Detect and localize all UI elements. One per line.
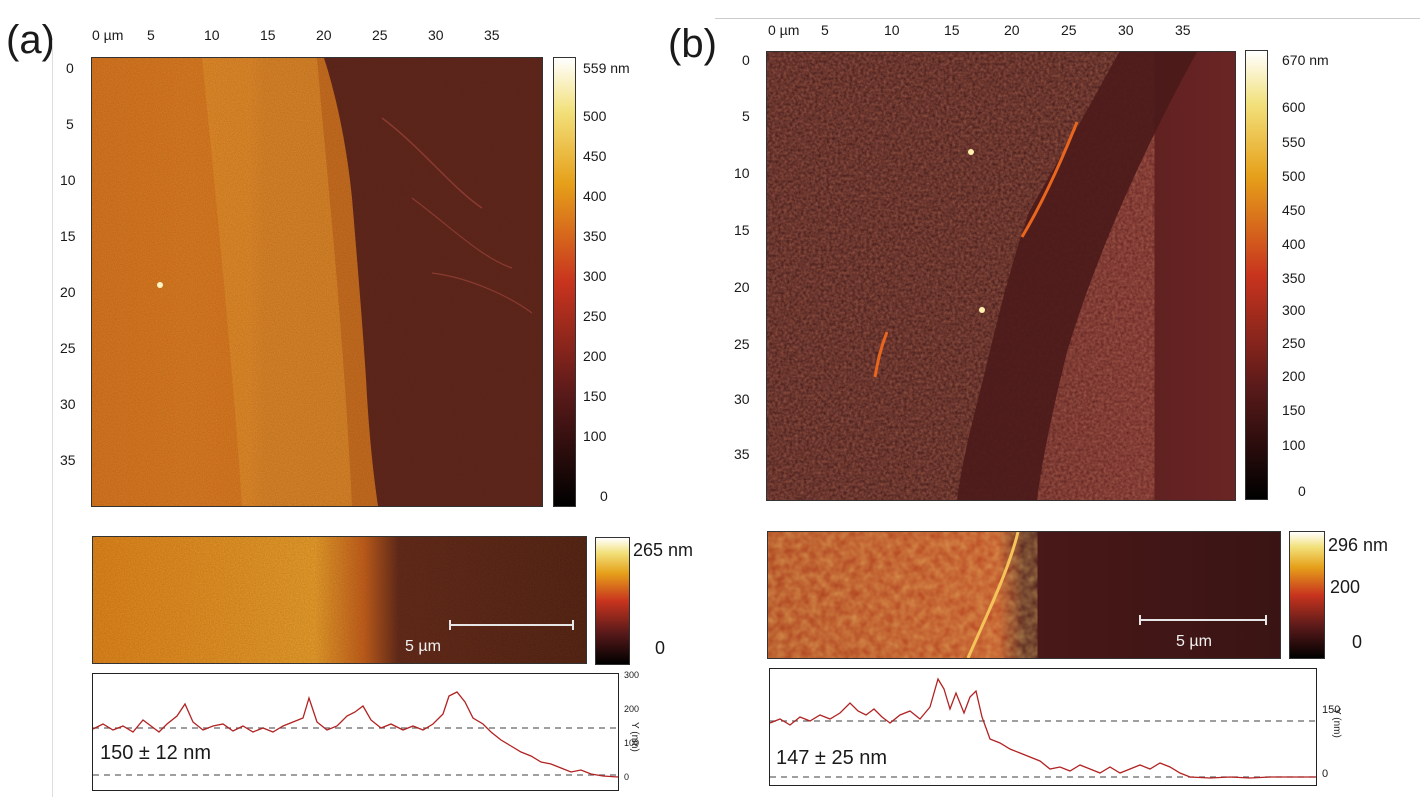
x-tick: 20 (1004, 22, 1020, 38)
profile-right-tick: 100 (624, 738, 640, 748)
x-tick: 15 (944, 22, 960, 38)
x-tick: 25 (372, 27, 388, 43)
colorbar-tick: 100 (583, 428, 607, 444)
colorbar-tick: 250 (1282, 335, 1306, 351)
colorbar-tick: 200 (1282, 368, 1306, 384)
panel-a-colorbar (553, 57, 576, 507)
y-tick: 10 (60, 172, 76, 188)
profile-line (93, 691, 618, 778)
panel-a-left-border (52, 40, 53, 797)
y-tick: 20 (60, 284, 76, 300)
panel-b-letter: (b) (668, 22, 717, 66)
y-tick: 5 (66, 116, 74, 132)
insert-colorbar-max: 296 nm (1328, 535, 1389, 555)
panel-b-insert-colorbar (1289, 531, 1325, 659)
y-tick: 0 (66, 60, 74, 76)
y-tick: 0 (742, 52, 750, 68)
colorbar-tick: 450 (583, 148, 607, 164)
colorbar-tick: 200 (583, 348, 607, 364)
x-tick: 20 (316, 27, 332, 43)
colorbar-tick: 150 (583, 388, 607, 404)
y-tick: 15 (60, 228, 76, 244)
colorbar-tick: 500 (583, 108, 607, 124)
panel-a-letter: (a) (6, 18, 55, 62)
y-tick: 25 (734, 336, 750, 352)
insert-colorbar-max: 265 nm (633, 540, 694, 560)
profile-axis-label: Y (nm) (1331, 708, 1342, 738)
colorbar-tick: 350 (1282, 270, 1306, 286)
x-tick: 10 (204, 27, 220, 43)
colorbar-tick: 600 (1282, 99, 1306, 115)
colorbar-tick: 450 (1282, 202, 1306, 218)
insert-colorbar-mid: 200 (1330, 577, 1361, 597)
panel-a-height-profile (92, 673, 619, 791)
x-tick: 30 (1118, 22, 1134, 38)
profile-right-tick: 150 (1322, 704, 1341, 716)
x-tick: 5 (147, 27, 155, 43)
profile-right-tick: 0 (1322, 768, 1329, 780)
y-tick: 35 (734, 446, 750, 462)
panel-a-insert-colorbar (595, 537, 630, 665)
panel-b-top-border (715, 18, 1420, 19)
y-tick: 30 (60, 396, 76, 412)
colorbar-tick: 0 (600, 488, 608, 504)
x-tick: 5 (821, 22, 829, 38)
panel-a-thickness: 150 ± 12 nm (100, 742, 212, 764)
colorbar-tick: 550 (1282, 134, 1306, 150)
panel-b-afm-height-map (766, 51, 1236, 501)
panel-a-afm-height-map (91, 57, 543, 507)
y-tick: 35 (60, 452, 76, 468)
x-tick: 30 (428, 27, 444, 43)
y-tick: 20 (734, 279, 750, 295)
panel-a-scalebar-label: 5 µm (405, 638, 441, 655)
x-tick: 15 (260, 27, 276, 43)
insert-colorbar-min: 0 (655, 638, 666, 658)
insert-colorbar-min: 0 (1352, 632, 1363, 652)
panel-b-height-profile (769, 668, 1317, 786)
panel-b-scalebar-label: 5 µm (1176, 633, 1212, 650)
y-tick: 15 (734, 222, 750, 238)
x-tick: 25 (1061, 22, 1077, 38)
colorbar-tick: 500 (1282, 168, 1306, 184)
colorbar-tick: 0 (1298, 483, 1306, 499)
profile-right-tick: 0 (624, 772, 630, 782)
colorbar-tick: 670 nm (1282, 52, 1329, 68)
y-tick: 10 (734, 165, 750, 181)
x-tick: 0 µm (92, 27, 124, 43)
profile-axis-label: Y (nm) (629, 722, 640, 752)
colorbar-tick: 300 (583, 268, 607, 284)
x-tick: 0 µm (768, 22, 800, 38)
y-tick: 5 (742, 108, 750, 124)
colorbar-tick: 350 (583, 228, 607, 244)
y-tick: 30 (734, 391, 750, 407)
colorbar-tick: 300 (1282, 302, 1306, 318)
x-tick: 35 (484, 27, 500, 43)
colorbar-tick: 150 (1282, 402, 1306, 418)
colorbar-tick: 250 (583, 308, 607, 324)
colorbar-tick: 400 (1282, 236, 1306, 252)
y-tick: 25 (60, 340, 76, 356)
panel-b-zoom-insert (767, 531, 1281, 659)
profile-right-tick: 300 (624, 670, 640, 680)
panel-a-zoom-insert (92, 536, 587, 664)
x-tick: 10 (884, 22, 900, 38)
colorbar-tick: 559 nm (583, 60, 630, 76)
x-tick: 35 (1175, 22, 1191, 38)
panel-b-thickness: 147 ± 25 nm (776, 747, 888, 769)
panel-b-colorbar (1245, 50, 1268, 500)
colorbar-tick: 100 (1282, 437, 1306, 453)
profile-line (770, 677, 1316, 779)
profile-right-tick: 200 (624, 704, 640, 714)
colorbar-tick: 400 (583, 188, 607, 204)
